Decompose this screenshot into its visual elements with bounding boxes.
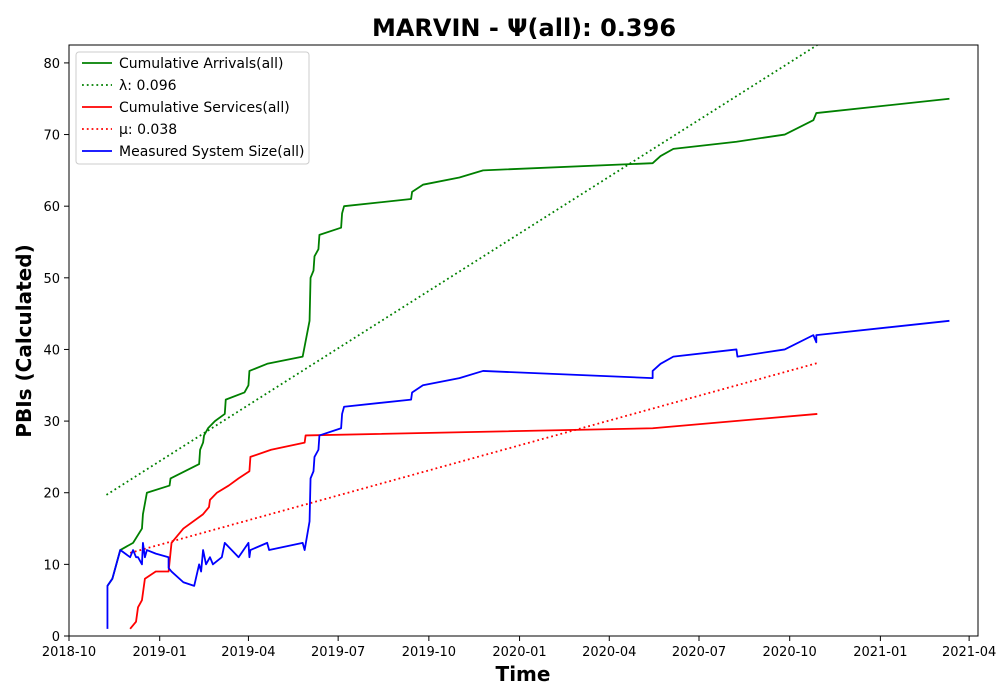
x-tick-label: 2020-10 <box>763 645 817 660</box>
x-tick-label: 2019-04 <box>221 645 275 660</box>
x-tick-label: 2019-07 <box>311 645 365 660</box>
y-tick-label: 0 <box>52 630 60 645</box>
legend-entry-label: Cumulative Arrivals(all) <box>119 56 283 72</box>
x-tick-label: 2020-07 <box>672 645 726 660</box>
y-tick-label: 80 <box>43 57 60 72</box>
series-line-0 <box>106 97 950 587</box>
x-tick-label: 2021-04 <box>942 645 996 660</box>
legend-entry-label: λ: 0.096 <box>119 78 177 94</box>
x-tick-label: 2018-10 <box>42 645 96 660</box>
series-line-3 <box>129 362 818 554</box>
legend-box <box>75 51 310 165</box>
legend-entry-label: μ: 0.038 <box>119 122 177 138</box>
legend: Cumulative Arrivals(all) λ: 0.096 Cumulati… <box>75 51 310 165</box>
x-axis-label: Time <box>496 662 551 686</box>
series-line-4 <box>106 319 950 629</box>
y-tick-label: 40 <box>43 343 60 358</box>
chart-title: MARVIN - Ψ(all): 0.396 <box>372 14 676 42</box>
y-tick-label: 20 <box>43 487 60 502</box>
x-tick-label: 2021-01 <box>853 645 907 660</box>
x-tick-label: 2020-01 <box>492 645 546 660</box>
x-tick-label: 2019-10 <box>402 645 456 660</box>
y-axis-label: PBIs (Calculated) <box>12 244 36 437</box>
series-line-1 <box>105 45 818 496</box>
y-tick-label: 60 <box>43 200 60 215</box>
y-tick-label: 50 <box>43 272 60 287</box>
x-tick-label: 2020-04 <box>582 645 636 660</box>
series-line-2 <box>129 413 818 630</box>
x-tick-label: 2019-01 <box>133 645 187 660</box>
plot-frame <box>68 44 979 637</box>
y-tick-label: 30 <box>43 415 60 430</box>
y-tick-label: 70 <box>43 129 60 144</box>
legend-entry-label: Measured System Size(all) <box>119 144 305 160</box>
legend-entry-label: Cumulative Services(all) <box>119 100 290 116</box>
y-tick-label: 10 <box>43 558 60 573</box>
